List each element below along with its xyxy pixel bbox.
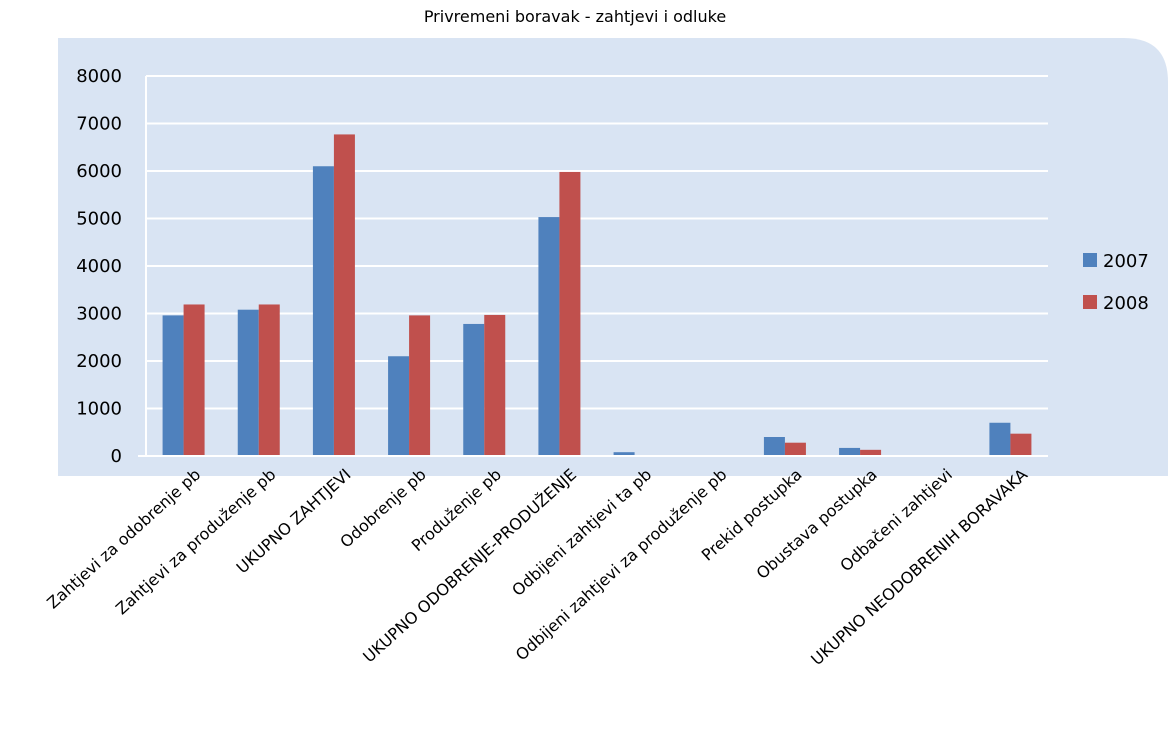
- bar-2007: [989, 422, 1011, 456]
- bar-2007: [613, 452, 635, 456]
- x-tick-label: Odbijeni zahtjevi ta pb: [508, 465, 655, 600]
- legend-label: 2007: [1103, 251, 1149, 272]
- legend: 2007 2008: [1083, 251, 1149, 314]
- bar-2007: [388, 356, 410, 456]
- y-axis-ticks: 0 1000 2000 3000 4000 5000 6000 7000 8000: [76, 66, 122, 467]
- y-tick-label: 7000: [76, 114, 122, 135]
- gridlines: [138, 75, 1048, 457]
- bar-2008: [258, 304, 280, 456]
- bar-2008: [784, 442, 806, 456]
- bar-2008: [484, 314, 506, 456]
- y-tick-label: 0: [111, 446, 122, 467]
- bar-2007: [463, 323, 485, 456]
- legend-swatch-2008: [1083, 295, 1097, 309]
- bars: [162, 134, 1032, 457]
- bar-2008: [333, 134, 355, 457]
- bar-2007: [162, 315, 184, 456]
- y-tick-label: 2000: [76, 351, 122, 372]
- bar-2008: [559, 171, 581, 456]
- y-tick-label: 8000: [76, 66, 122, 87]
- y-tick-label: 3000: [76, 304, 122, 325]
- x-tick-label: Zahtjevi za odobrenje pb: [43, 465, 204, 613]
- bar-2007: [538, 217, 560, 456]
- legend-label: 2008: [1103, 293, 1149, 314]
- bar-2007: [763, 437, 785, 456]
- bar-2008: [409, 315, 431, 456]
- y-tick-label: 1000: [76, 399, 122, 420]
- bar-2008: [860, 449, 882, 456]
- bar-2007: [237, 309, 259, 456]
- x-tick-label: Zahtjevi za produženje pb: [112, 465, 280, 618]
- y-tick-label: 6000: [76, 161, 122, 182]
- plot-background: [58, 38, 1168, 476]
- chart-title: Privremeni boravak - zahtjevi i odluke: [424, 7, 726, 26]
- y-tick-label: 5000: [76, 209, 122, 230]
- bar-2007: [312, 166, 334, 456]
- bar-2007: [839, 447, 861, 456]
- bar-2008: [1010, 433, 1032, 456]
- legend-swatch-2007: [1083, 253, 1097, 267]
- bar-2008: [183, 304, 205, 456]
- y-tick-label: 4000: [76, 256, 122, 277]
